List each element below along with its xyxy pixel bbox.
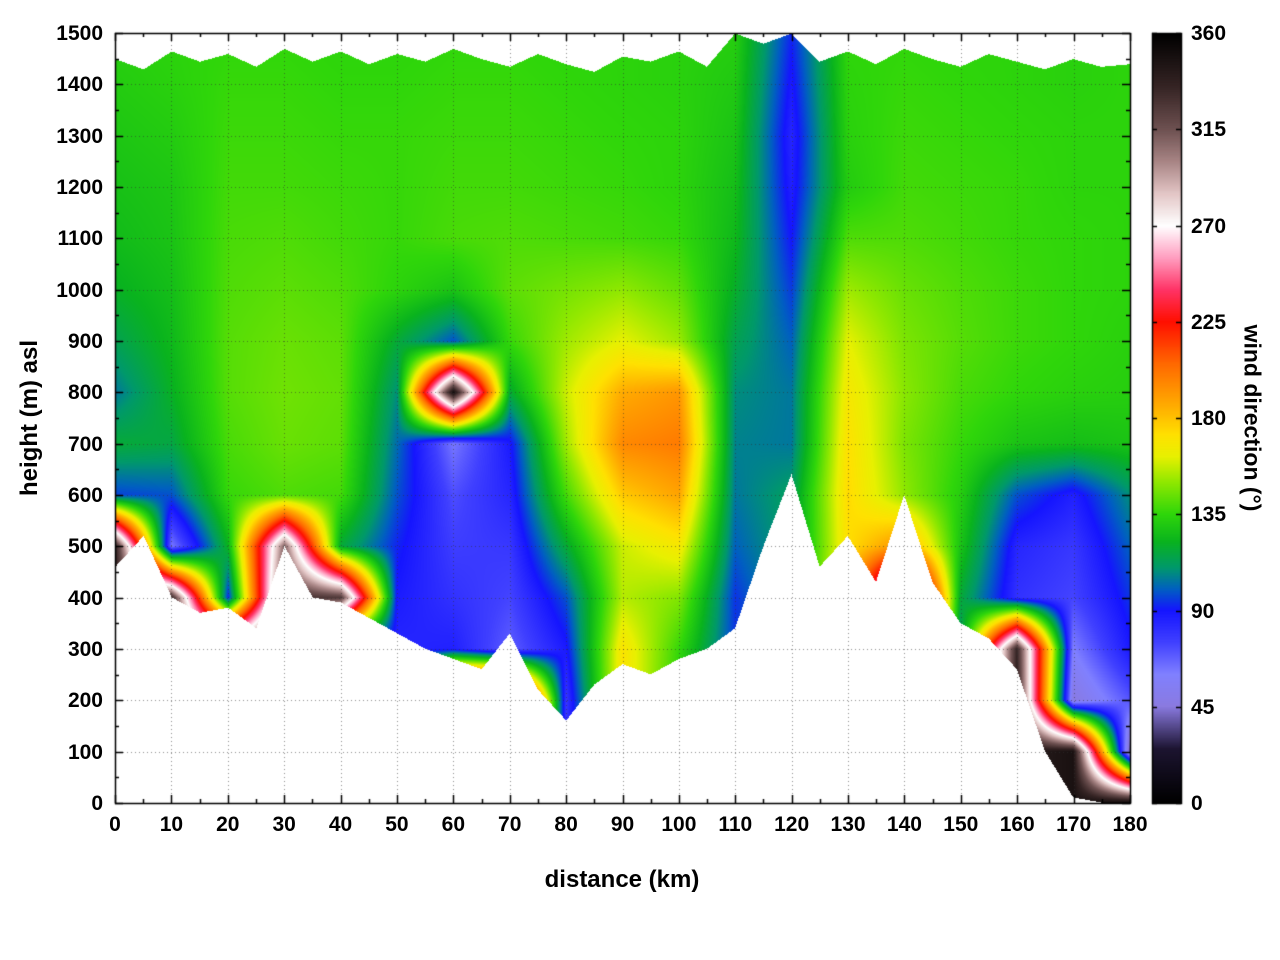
x-tick-label: 30: [272, 813, 296, 836]
x-tick-label: 100: [661, 813, 697, 836]
y-tick-label: 300: [67, 638, 103, 661]
y-tick-label: 1000: [56, 278, 103, 302]
colorbar-label: wind direction (°): [1239, 324, 1266, 512]
y-tick-label: 400: [67, 586, 103, 610]
y-tick-label: 1300: [56, 124, 103, 148]
colorbar-tick-label: 180: [1191, 407, 1227, 430]
x-tick-label: 150: [943, 813, 979, 836]
x-tick-label: 140: [886, 813, 922, 836]
y-tick-label: 1200: [56, 176, 103, 199]
x-tick-label: 0: [109, 813, 121, 836]
x-tick-label: 50: [385, 813, 409, 836]
y-tick-label: 900: [67, 330, 103, 353]
y-tick-label: 200: [67, 689, 103, 713]
x-tick-label: 10: [159, 813, 184, 836]
x-tick-label: 110: [718, 813, 753, 836]
y-tick-label: 600: [67, 484, 103, 507]
colorbar-tick-label: 90: [1191, 599, 1215, 623]
x-tick-label: 130: [830, 813, 866, 836]
colorbar-tick-label: 135: [1191, 503, 1227, 527]
y-tick-label: 500: [67, 535, 103, 559]
x-tick-label: 20: [216, 813, 240, 836]
y-tick-label: 1500: [56, 22, 103, 45]
x-tick-label: 80: [554, 813, 578, 836]
y-tick-label: 800: [67, 381, 103, 405]
y-tick-label: 1400: [56, 73, 103, 97]
y-tick-label: 0: [91, 792, 103, 815]
x-axis-label: distance (km): [544, 866, 700, 893]
x-tick-label: 120: [774, 813, 810, 836]
colorbar-tick-label: 270: [1191, 214, 1227, 238]
colorbar-tick-label: 315: [1191, 118, 1227, 142]
colorbar-tick-label: 0: [1191, 792, 1203, 815]
y-axis-label: height (m) asl: [16, 339, 43, 497]
x-tick-label: 90: [610, 813, 635, 836]
colorbar-tick-label: 225: [1191, 310, 1227, 334]
colorbar-tick-label: 360: [1191, 22, 1227, 45]
colorbar-tick-label: 45: [1191, 695, 1215, 719]
x-tick-label: 70: [498, 813, 522, 836]
x-tick-label: 60: [441, 813, 466, 836]
x-tick-label: 40: [328, 813, 353, 836]
x-tick-label: 170: [1056, 813, 1092, 836]
y-tick-label: 100: [67, 740, 103, 764]
x-tick-label: 160: [999, 813, 1035, 836]
y-tick-label: 700: [67, 432, 103, 456]
y-tick-label: 1100: [57, 227, 103, 251]
x-tick-label: 180: [1112, 813, 1148, 836]
